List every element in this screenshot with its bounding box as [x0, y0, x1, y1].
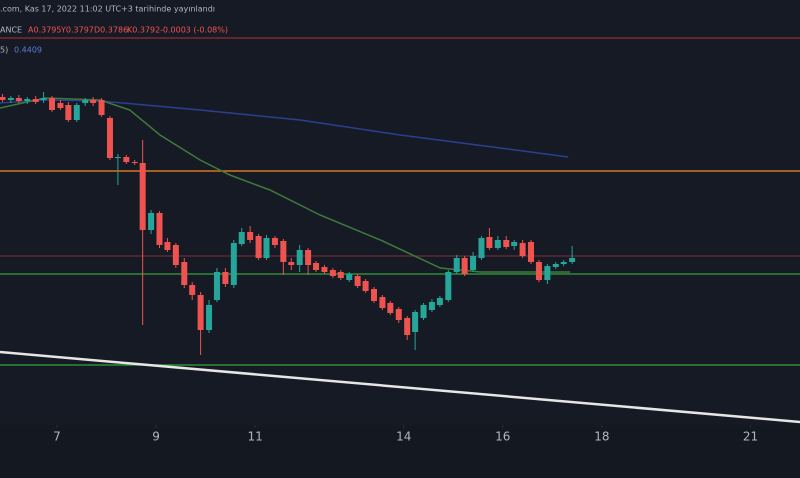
candle-body	[544, 266, 551, 280]
candle-body	[412, 312, 419, 332]
candle-body	[263, 238, 270, 258]
candle-body	[395, 309, 402, 320]
candle-body	[420, 305, 427, 318]
close-text: K0.3792	[127, 26, 160, 35]
change-text: -0.0003 (-0.08%)	[160, 26, 228, 35]
published-text: .com, Kas 17, 2022 11:02 UTC+3 tarihinde…	[0, 5, 215, 14]
candle-body	[189, 285, 196, 295]
x-tick-label: 16	[495, 430, 510, 444]
candle-body	[247, 232, 254, 240]
candle-body	[354, 276, 361, 286]
low-text: D0.3786	[94, 26, 128, 35]
marks	[0, 37, 800, 424]
x-axis-bg	[0, 425, 800, 478]
candle-body	[560, 262, 567, 264]
candle-body	[436, 298, 443, 305]
candle-body	[519, 243, 526, 256]
overlay-line	[0, 97, 571, 273]
candle-body	[57, 103, 64, 108]
candle-body	[453, 258, 460, 272]
candle-body	[73, 105, 80, 120]
candle-body	[313, 263, 320, 270]
candle-body	[255, 236, 262, 258]
candle-body	[280, 241, 287, 262]
candle-body	[387, 303, 394, 313]
candle-body	[123, 157, 130, 162]
candle-body	[172, 245, 179, 265]
candle-body	[404, 318, 411, 335]
candle-body	[288, 262, 295, 265]
candle-body	[0, 97, 6, 100]
candle-body	[213, 272, 220, 300]
candle-body	[114, 157, 121, 158]
candle-body	[321, 267, 328, 272]
candle-body	[379, 297, 386, 308]
x-tick-label: 11	[247, 430, 262, 444]
x-tick-label: 7	[53, 430, 61, 444]
candle-body	[528, 242, 535, 262]
candle-body	[470, 256, 477, 270]
candle-body	[511, 242, 518, 246]
candle-body	[461, 258, 468, 274]
candle-body	[15, 98, 22, 101]
candle-body	[296, 250, 303, 265]
candle-body	[445, 272, 452, 300]
candle-body	[148, 213, 155, 230]
candle-body	[32, 99, 39, 102]
candle-body	[337, 272, 344, 278]
candle-body	[90, 100, 97, 103]
candle-body	[486, 237, 493, 248]
candle-body	[222, 272, 229, 284]
x-tick-label: 21	[743, 430, 758, 444]
candle-body	[494, 240, 501, 248]
x-tick-label: 18	[594, 430, 609, 444]
candle-body	[164, 242, 171, 250]
candle-body	[428, 302, 435, 310]
plot-bg	[0, 0, 800, 425]
candle-body	[206, 305, 213, 330]
x-tick-label: 9	[152, 430, 160, 444]
x-tick-label: 14	[396, 430, 411, 444]
candle-body	[156, 213, 163, 245]
candle-body	[329, 270, 336, 276]
overlay-line	[0, 350, 800, 424]
candle-body	[181, 262, 188, 285]
candle-body	[40, 98, 47, 100]
candle-body	[65, 105, 72, 120]
candle-body	[271, 238, 278, 245]
candle-body	[230, 243, 237, 285]
candle-body	[305, 250, 312, 265]
candle-body	[238, 232, 245, 244]
candle-body	[197, 295, 204, 330]
candle-body	[131, 162, 138, 163]
ohlc-legend: ANCE A0.3795 Y0.3797 D0.3786 K0.3792 -0.…	[0, 26, 228, 55]
candle-body	[503, 240, 510, 247]
candle-body	[139, 163, 146, 230]
ma-value: 0.4409	[14, 46, 42, 55]
high-text: Y0.3797	[60, 26, 94, 35]
candle-body	[98, 100, 105, 115]
candle-body	[346, 274, 353, 280]
ma-label: 5)	[0, 46, 8, 55]
candle-body	[478, 238, 485, 258]
candle-body	[82, 100, 89, 103]
candle-body	[370, 289, 377, 301]
candle-body	[49, 98, 56, 110]
candle-body	[552, 264, 559, 267]
open-text: A0.3795	[28, 26, 61, 35]
symbol: ANCE	[0, 26, 22, 35]
candle-body	[106, 118, 113, 158]
candle-body	[24, 99, 31, 101]
candle-body	[7, 98, 14, 100]
candle-body	[362, 281, 369, 291]
candle-body	[569, 258, 576, 262]
candle-body	[535, 262, 542, 280]
